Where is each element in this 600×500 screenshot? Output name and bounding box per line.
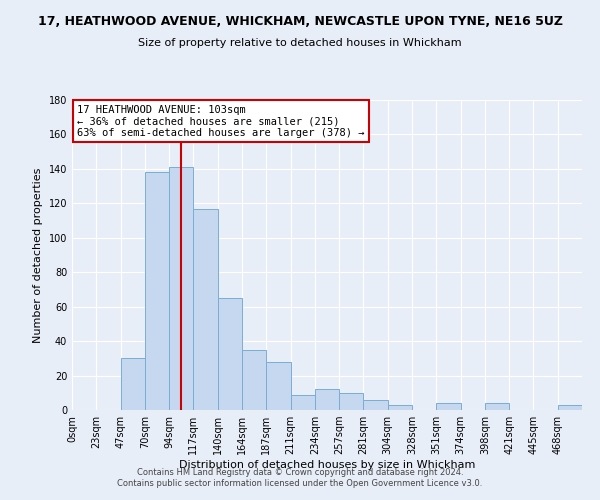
Bar — [315, 390, 339, 410]
Text: Size of property relative to detached houses in Whickham: Size of property relative to detached ho… — [138, 38, 462, 48]
Text: 17, HEATHWOOD AVENUE, WHICKHAM, NEWCASTLE UPON TYNE, NE16 5UZ: 17, HEATHWOOD AVENUE, WHICKHAM, NEWCASTL… — [37, 15, 563, 28]
Bar — [169, 167, 193, 410]
Bar — [290, 394, 315, 410]
Bar — [388, 405, 412, 410]
Bar — [121, 358, 145, 410]
Bar — [436, 403, 461, 410]
Y-axis label: Number of detached properties: Number of detached properties — [33, 168, 43, 342]
Bar — [193, 208, 218, 410]
Bar — [145, 172, 169, 410]
Bar — [242, 350, 266, 410]
Text: Contains HM Land Registry data © Crown copyright and database right 2024.
Contai: Contains HM Land Registry data © Crown c… — [118, 468, 482, 487]
X-axis label: Distribution of detached houses by size in Whickham: Distribution of detached houses by size … — [179, 460, 475, 470]
Bar — [558, 405, 582, 410]
Bar — [339, 393, 364, 410]
Bar — [364, 400, 388, 410]
Bar — [218, 298, 242, 410]
Text: 17 HEATHWOOD AVENUE: 103sqm
← 36% of detached houses are smaller (215)
63% of se: 17 HEATHWOOD AVENUE: 103sqm ← 36% of det… — [77, 104, 365, 138]
Bar — [485, 403, 509, 410]
Bar — [266, 362, 290, 410]
